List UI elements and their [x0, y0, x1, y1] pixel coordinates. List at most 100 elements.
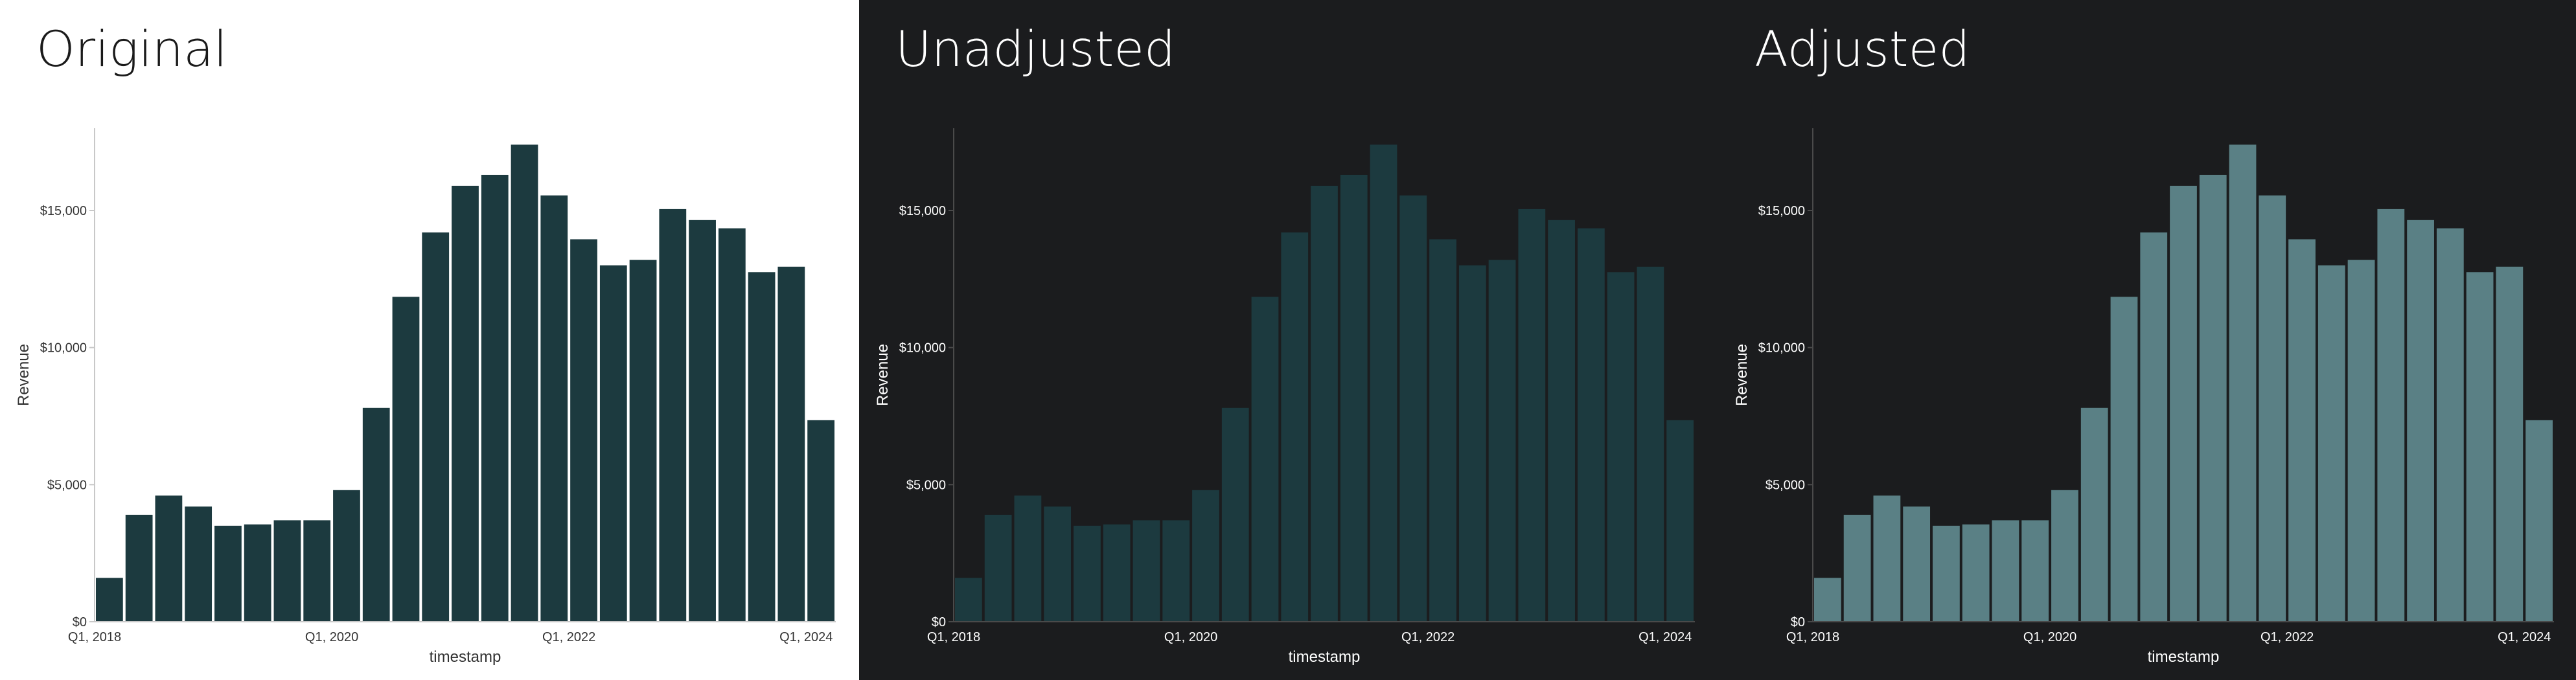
- bar: [185, 506, 213, 622]
- bar: [392, 297, 420, 622]
- bar: [777, 266, 805, 622]
- y-tick-label: $5,000: [1765, 478, 1805, 492]
- bar: [1637, 266, 1664, 622]
- bar: [2347, 260, 2375, 622]
- y-tick-label: $10,000: [40, 341, 87, 356]
- bar: [540, 195, 568, 622]
- bar: [1251, 297, 1279, 622]
- bar: [807, 420, 834, 622]
- bar: [599, 265, 627, 622]
- panel-title: Unadjusted: [895, 20, 1176, 78]
- bar: [1014, 495, 1042, 622]
- y-tick-label: $10,000: [1758, 341, 1805, 356]
- y-axis-label: Revenue: [874, 344, 891, 406]
- bar: [1103, 524, 1131, 622]
- y-axis-label: Revenue: [1733, 344, 1751, 406]
- x-tick-label: Q1, 2024: [1639, 630, 1692, 644]
- bar: [2259, 195, 2286, 622]
- bar: [1488, 260, 1516, 622]
- y-tick-label: $15,000: [899, 204, 946, 218]
- bar: [955, 578, 982, 622]
- y-axis-label: Revenue: [15, 344, 32, 406]
- bar: [1221, 407, 1249, 622]
- bar: [1548, 220, 1575, 622]
- bar: [2407, 220, 2434, 622]
- bar: [2229, 144, 2257, 622]
- y-tick-label: $15,000: [40, 204, 87, 218]
- bar: [689, 220, 716, 622]
- x-tick-label: Q1, 2022: [2260, 630, 2314, 644]
- x-tick-label: Q1, 2024: [779, 630, 833, 644]
- panel-adjusted: Adjusted $0 $5,000 $10,000 $15,000 Q1, 2018 Q…: [1718, 0, 2576, 680]
- bar: [2496, 266, 2524, 622]
- bar: [2288, 239, 2316, 622]
- x-tick-label: Q1, 2022: [1401, 630, 1455, 644]
- x-tick-label: Q1, 2022: [542, 630, 595, 644]
- y-tick-label: $0: [73, 615, 87, 629]
- bar: [2317, 265, 2345, 622]
- bar: [2080, 407, 2108, 622]
- x-tick-label: Q1, 2018: [1786, 630, 1839, 644]
- bar: [1577, 228, 1605, 622]
- bar: [2140, 232, 2168, 622]
- bar: [1074, 525, 1101, 622]
- y-tick-label: $5,000: [906, 478, 946, 492]
- bar: [1814, 578, 1841, 622]
- bar: [1518, 209, 1546, 622]
- bar: [1340, 174, 1368, 622]
- x-tick-label: Q1, 2020: [2023, 630, 2076, 644]
- y-tick-label: $15,000: [1758, 204, 1805, 218]
- bar: [1044, 506, 1072, 622]
- x-tick-label: Q1, 2020: [305, 630, 358, 644]
- bar: [333, 490, 360, 622]
- bar: [1133, 520, 1160, 622]
- bar: [1192, 490, 1219, 622]
- bar: [422, 232, 450, 622]
- x-tick-label: Q1, 2024: [2498, 630, 2551, 644]
- bar: [1399, 195, 1427, 622]
- bar: [1666, 420, 1694, 622]
- bar: [748, 272, 776, 622]
- bar: [303, 520, 331, 622]
- bar: [984, 514, 1012, 622]
- x-axis-label: timestamp: [1289, 648, 1361, 666]
- bar: [1843, 514, 1871, 622]
- panel-title: Original: [36, 20, 227, 78]
- bar: [1962, 524, 1990, 622]
- panel-title: Adjusted: [1754, 20, 1970, 78]
- revenue-bar-chart: $0 $5,000 $10,000 $15,000 Q1, 2018 Q1, 2020 Q1…: [1733, 128, 2554, 666]
- bar: [1933, 525, 1960, 622]
- x-axis-label: timestamp: [2148, 648, 2220, 666]
- bar: [659, 209, 687, 622]
- bar: [2377, 209, 2405, 622]
- bar: [2021, 520, 2049, 622]
- bar: [2051, 490, 2078, 622]
- bar: [96, 578, 123, 622]
- bar: [629, 260, 657, 622]
- bar: [452, 185, 479, 622]
- x-tick-label: Q1, 2018: [927, 630, 980, 644]
- bar: [214, 525, 242, 622]
- bar: [2199, 174, 2227, 622]
- bar: [2466, 272, 2494, 622]
- bar: [2110, 297, 2138, 622]
- x-tick-label: Q1, 2020: [1164, 630, 1217, 644]
- bar: [125, 514, 153, 622]
- bar: [1458, 265, 1486, 622]
- bar: [2436, 228, 2464, 622]
- bar: [2170, 185, 2197, 622]
- panel-original: Original $0 $5,000 $10,000 $15,000 Q1, 2018 Q…: [0, 0, 859, 680]
- y-tick-label: $0: [1791, 615, 1805, 629]
- bar: [718, 228, 746, 622]
- bar: [244, 524, 271, 622]
- x-axis-label: timestamp: [430, 648, 501, 666]
- bar: [1162, 520, 1190, 622]
- bar: [2525, 420, 2553, 622]
- bar: [1281, 232, 1309, 622]
- bar: [1903, 506, 1931, 622]
- bar: [570, 239, 597, 622]
- x-tick-label: Q1, 2018: [68, 630, 121, 644]
- bar: [362, 407, 390, 622]
- bar: [1607, 272, 1635, 622]
- bar: [273, 520, 301, 622]
